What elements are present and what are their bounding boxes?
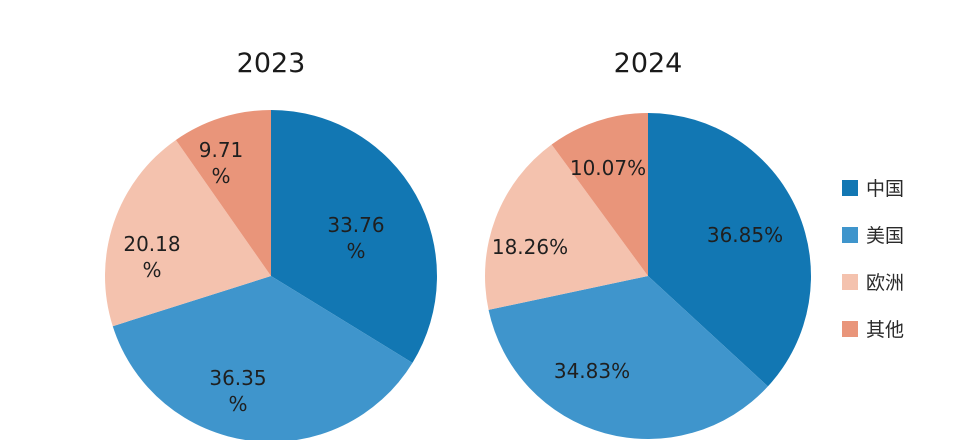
- slice-label-2023-other: 9.71%: [199, 138, 244, 188]
- legend-swatch-europe: [842, 274, 858, 290]
- slice-2024-usa: [488, 276, 768, 439]
- slice-label-2024-usa: 34.83%: [554, 359, 630, 383]
- slice-label-2024-europe: 18.26%: [492, 235, 568, 259]
- slice-2023-usa: [112, 276, 413, 440]
- slice-label-2023-usa: 36.35%: [209, 366, 266, 416]
- slice-label-2023-china: 33.76%: [327, 213, 384, 263]
- legend-swatch-other: [842, 321, 858, 337]
- legend-label-europe: 欧洲: [866, 272, 904, 294]
- slice-2023-china: [271, 110, 437, 363]
- legend-label-usa: 美国: [866, 225, 904, 247]
- pie-2024: 36.85% 34.83% 18.26% 10.07% 2024: [485, 48, 811, 439]
- legend-swatch-usa: [842, 227, 858, 243]
- pie-2023: 33.76 % 36.35 % 20.18 % 9.71 % 2023: [104, 48, 437, 440]
- legend: 中国 美国 欧洲 其他: [842, 178, 904, 341]
- slice-label-2024-other: 10.07%: [570, 156, 646, 180]
- legend-label-other: 其他: [866, 319, 904, 341]
- slice-2024-china: [648, 113, 811, 387]
- slice-2023-europe: [104, 139, 271, 327]
- slice-2023-other: [175, 110, 271, 276]
- legend-swatch-china: [842, 180, 858, 196]
- chart-title-2024: 2024: [614, 48, 683, 79]
- slice-2024-europe: [485, 144, 648, 310]
- legend-label-china: 中国: [866, 178, 904, 200]
- slice-2024-other: [551, 113, 648, 276]
- slice-label-2024-china: 36.85%: [707, 223, 783, 247]
- slice-label-2023-europe: 20.18%: [123, 232, 180, 282]
- chart-title-2023: 2023: [237, 48, 306, 79]
